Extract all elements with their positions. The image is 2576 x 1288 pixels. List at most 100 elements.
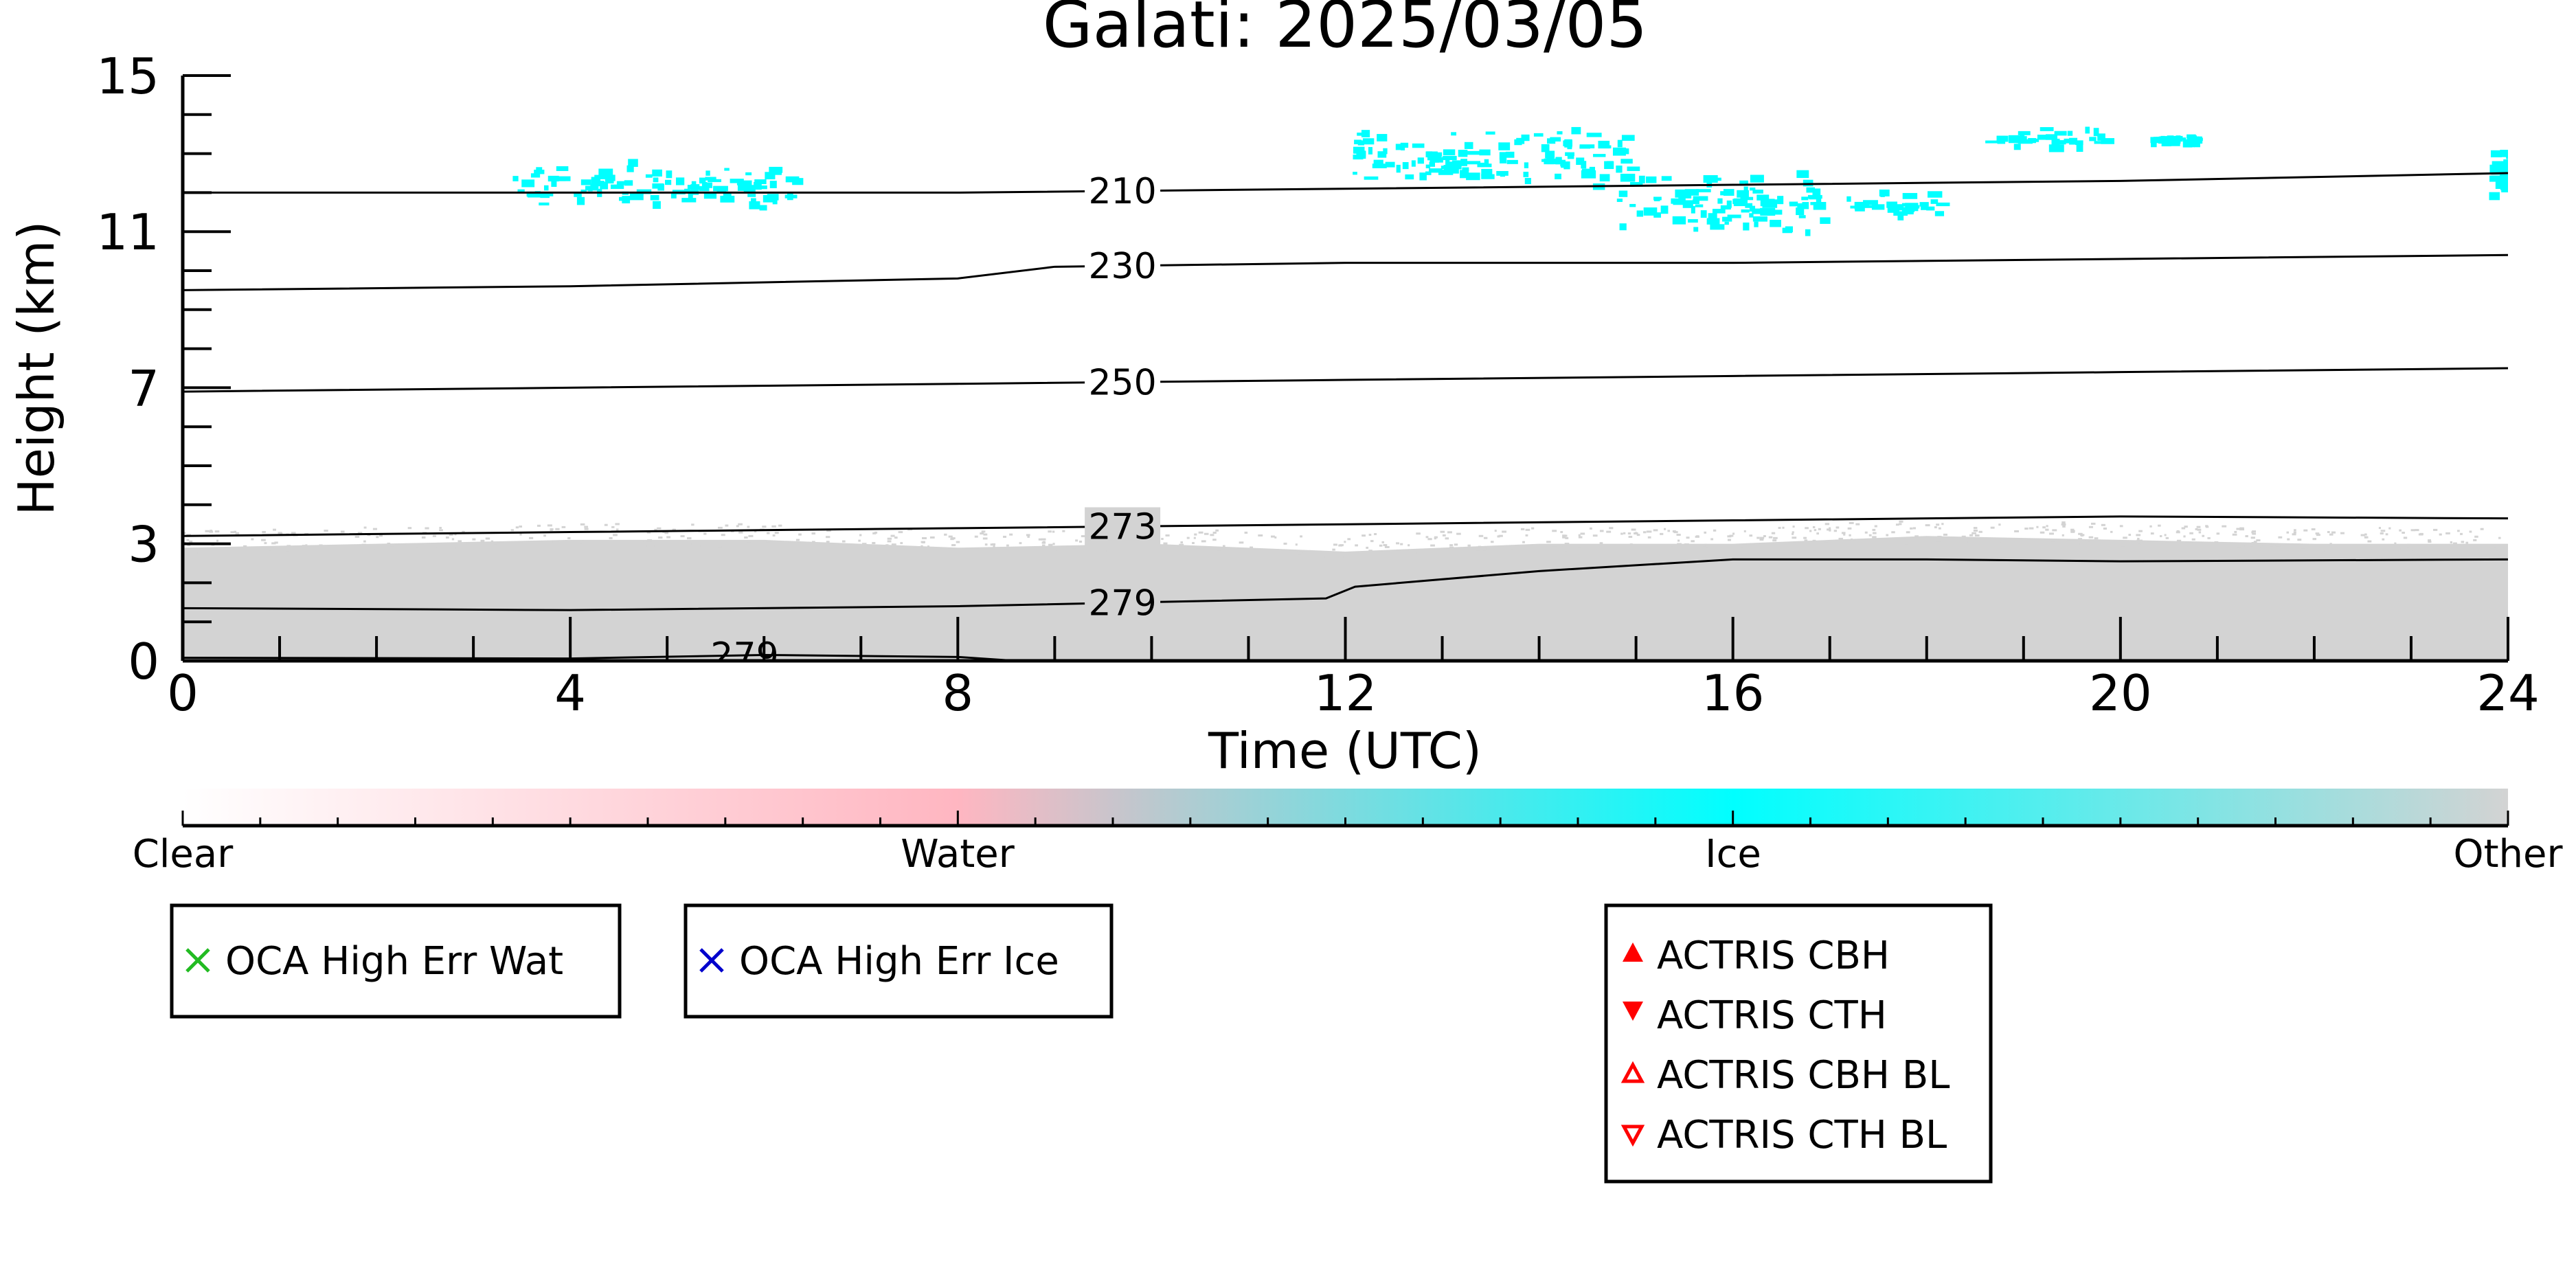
ice-cloud-pixel	[705, 170, 710, 176]
other-speckle	[2156, 545, 2160, 548]
other-speckle	[1565, 536, 1569, 539]
other-speckle	[529, 541, 533, 544]
ice-cloud-pixel	[1660, 205, 1669, 214]
ice-cloud-pixel	[1752, 208, 1763, 214]
other-speckle	[2045, 528, 2049, 531]
other-speckle	[1434, 536, 1438, 539]
other-speckle	[387, 543, 391, 545]
legend-label: ACTRIS CBH BL	[1657, 1053, 1950, 1098]
other-speckle	[609, 536, 613, 539]
other-speckle	[571, 544, 575, 547]
ice-cloud-pixel	[1460, 170, 1469, 179]
ice-cloud-pixel	[2075, 140, 2083, 146]
ice-cloud-pixel	[1846, 196, 1851, 202]
other-speckle	[2024, 528, 2029, 530]
ice-cloud-pixel	[688, 193, 693, 201]
other-speckle	[1676, 534, 1681, 536]
other-speckle	[2406, 547, 2410, 550]
other-speckle	[2181, 527, 2186, 530]
other-speckle	[872, 542, 876, 545]
other-speckle	[887, 540, 892, 543]
ice-cloud-pixel	[530, 173, 541, 178]
other-speckle	[2078, 538, 2083, 541]
blue-x-marker-icon	[699, 948, 724, 973]
other-speckle	[1250, 546, 1253, 549]
ice-cloud-pixel	[2064, 138, 2074, 144]
ice-cloud-pixel	[551, 181, 557, 188]
other-speckle	[547, 524, 552, 527]
other-speckle	[460, 543, 464, 545]
ice-cloud-pixel	[1445, 159, 1450, 166]
other-speckle	[2053, 541, 2059, 544]
other-speckle	[826, 536, 831, 539]
other-speckle	[1325, 554, 1329, 557]
ice-cloud-pixel	[1930, 199, 1939, 204]
ice-cloud-pixel	[1682, 200, 1693, 208]
other-speckle	[2311, 528, 2316, 531]
other-speckle	[1271, 535, 1275, 538]
other-speckle	[1677, 543, 1682, 545]
other-speckle	[1936, 539, 1941, 542]
other-speckle	[748, 534, 754, 537]
y-ticks: 0 3 7 11 15	[96, 47, 231, 690]
other-speckle	[2103, 527, 2107, 530]
chart-title: Galati: 2025/03/05	[1043, 0, 1647, 63]
other-speckle	[2215, 544, 2219, 547]
other-speckle	[900, 542, 903, 545]
other-speckle	[2413, 544, 2417, 547]
ice-cloud-pixel	[771, 169, 782, 175]
ice-cloud-pixel	[1621, 135, 1635, 141]
other-speckle	[2051, 541, 2055, 544]
other-speckle	[1671, 546, 1673, 549]
other-speckle	[1212, 539, 1217, 541]
other-speckle	[887, 537, 892, 540]
other-speckle	[1212, 531, 1217, 534]
ice-cloud-pixel	[580, 189, 587, 194]
ice-cloud-pixel	[749, 201, 760, 210]
ice-cloud-pixel	[1712, 208, 1726, 214]
other-speckle	[1027, 535, 1030, 538]
ice-cloud-pixel	[1854, 201, 1865, 210]
ice-cloud-pixel	[650, 194, 659, 201]
ice-cloud-pixel	[528, 192, 542, 198]
isotherm-label-bg	[1085, 507, 1161, 546]
other-speckle	[462, 530, 465, 533]
other-speckle	[269, 548, 271, 551]
other-speckle	[357, 532, 363, 534]
other-speckle	[1525, 534, 1528, 536]
other-speckle	[189, 541, 193, 543]
other-speckle	[812, 541, 815, 543]
ice-cloud-pixel	[629, 193, 644, 201]
other-speckle	[2286, 531, 2290, 534]
other-speckle	[615, 528, 619, 531]
other-speckle	[1667, 530, 1671, 532]
colorbar-label-ice: Ice	[1705, 832, 1761, 877]
ice-cloud-pixel	[1693, 227, 1699, 232]
ice-cloud-pixel	[1400, 142, 1409, 148]
other-speckle	[2473, 539, 2477, 541]
other-speckle	[1204, 532, 1209, 535]
other-speckle	[1414, 552, 1417, 554]
other-speckle	[2029, 527, 2034, 530]
other-speckle	[261, 539, 266, 541]
ice-cloud-pixel	[1425, 164, 1431, 169]
other-speckle	[1447, 531, 1452, 534]
ice-cloud-pixel	[1466, 161, 1481, 165]
legend-oca-water: OCA High Err Wat	[170, 903, 622, 1019]
other-speckle	[2060, 541, 2064, 544]
other-speckle	[432, 534, 436, 537]
other-speckle	[1003, 535, 1007, 538]
other-speckle	[1749, 534, 1753, 537]
ice-cloud-pixel	[1700, 210, 1707, 218]
ice-cloud-pixel	[539, 202, 550, 206]
other-speckle	[584, 526, 589, 528]
other-speckle	[754, 530, 757, 533]
other-speckle	[439, 529, 443, 532]
other-speckle	[604, 523, 608, 526]
other-speckle	[1050, 548, 1055, 551]
other-speckle	[2388, 527, 2391, 530]
ice-cloud-pixel	[1806, 187, 1816, 193]
y-tick-label: 0	[128, 633, 159, 690]
other-speckle	[1577, 545, 1581, 548]
other-speckle	[1106, 550, 1111, 552]
